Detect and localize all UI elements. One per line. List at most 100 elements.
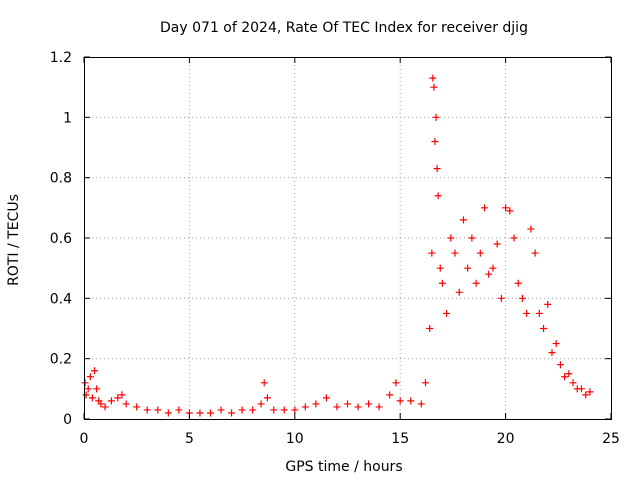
data-point — [392, 379, 400, 387]
y-tick-label: 0.6 — [50, 231, 72, 247]
data-point — [81, 379, 89, 387]
data-point — [82, 391, 90, 399]
data-point — [455, 288, 463, 296]
data-point — [468, 234, 476, 242]
data-point — [429, 74, 437, 82]
x-tick-label: 10 — [286, 431, 304, 447]
data-point — [582, 391, 590, 399]
data-point — [430, 83, 438, 91]
data-point — [438, 279, 446, 287]
data-point — [577, 385, 585, 393]
data-point — [333, 403, 341, 411]
data-point — [417, 400, 425, 408]
data-point — [476, 249, 484, 257]
data-point — [97, 400, 105, 408]
data-point — [510, 234, 518, 242]
data-point — [493, 240, 501, 248]
data-point — [312, 400, 320, 408]
data-point — [447, 234, 455, 242]
data-point — [518, 294, 526, 302]
chart-title: Day 071 of 2024, Rate Of TEC Index for r… — [160, 20, 528, 36]
data-point — [421, 379, 429, 387]
y-tick-label: 0.8 — [50, 171, 72, 187]
data-point — [428, 249, 436, 257]
data-point — [143, 406, 151, 414]
data-point — [481, 204, 489, 212]
y-tick-label: 0.2 — [50, 352, 72, 368]
data-point — [375, 403, 383, 411]
data-point — [523, 309, 531, 317]
data-point — [544, 300, 552, 308]
data-point — [196, 409, 204, 417]
grid-lines — [84, 57, 611, 419]
data-point — [451, 249, 459, 257]
y-tick-label: 1.2 — [50, 50, 72, 66]
data-point — [386, 391, 394, 399]
data-point — [91, 367, 99, 375]
data-point — [431, 137, 439, 145]
data-point — [548, 349, 556, 357]
data-point — [561, 373, 569, 381]
data-point — [164, 409, 172, 417]
data-point — [502, 204, 510, 212]
data-point — [114, 394, 122, 402]
data-point — [301, 403, 309, 411]
y-tick-label: 0.4 — [50, 291, 72, 307]
data-point — [260, 379, 268, 387]
data-point — [436, 264, 444, 272]
data-point — [257, 400, 265, 408]
data-point — [569, 379, 577, 387]
data-point — [122, 400, 130, 408]
data-point — [552, 340, 560, 348]
data-point — [459, 216, 467, 224]
x-tick-label: 15 — [391, 431, 409, 447]
data-point — [540, 325, 548, 332]
data-point — [434, 192, 442, 200]
data-points — [81, 74, 594, 417]
data-point — [84, 385, 92, 393]
data-point — [101, 403, 109, 411]
data-point — [472, 279, 480, 287]
data-point — [263, 394, 271, 402]
data-point — [556, 361, 564, 369]
x-tick-label: 5 — [185, 431, 194, 447]
x-tick-label: 0 — [80, 431, 89, 447]
data-point — [133, 403, 141, 411]
data-point — [565, 370, 573, 378]
data-point — [154, 406, 162, 414]
data-point — [93, 385, 101, 393]
data-point — [464, 264, 472, 272]
data-point — [107, 397, 115, 405]
data-point — [586, 388, 594, 396]
y-tick-label: 0 — [63, 412, 72, 428]
y-axis-label: ROTI / TECUs — [6, 194, 22, 286]
data-point — [118, 391, 126, 399]
data-point — [365, 400, 373, 408]
data-point — [531, 249, 539, 257]
data-point — [238, 406, 246, 414]
data-point — [86, 373, 94, 381]
data-point — [206, 409, 214, 417]
data-point — [433, 165, 441, 173]
data-point — [527, 225, 535, 233]
x-axis-label: GPS time / hours — [285, 459, 402, 475]
data-point — [228, 409, 236, 417]
data-point — [485, 270, 493, 278]
axis-ticks: 0 5 10 15 20 25 0 0.2 0.4 0.6 0.8 1 1.2 — [50, 50, 620, 447]
data-point — [407, 397, 415, 405]
data-point — [497, 294, 505, 302]
data-point — [249, 406, 257, 414]
data-point — [344, 400, 351, 408]
data-point — [175, 406, 183, 414]
data-point — [443, 309, 451, 317]
data-point — [280, 406, 288, 414]
data-point — [88, 394, 96, 402]
data-point — [514, 279, 522, 287]
data-point — [354, 403, 362, 411]
data-point — [322, 394, 330, 402]
y-tick-label: 1 — [63, 110, 72, 126]
data-point — [426, 325, 434, 332]
data-point — [506, 207, 514, 215]
